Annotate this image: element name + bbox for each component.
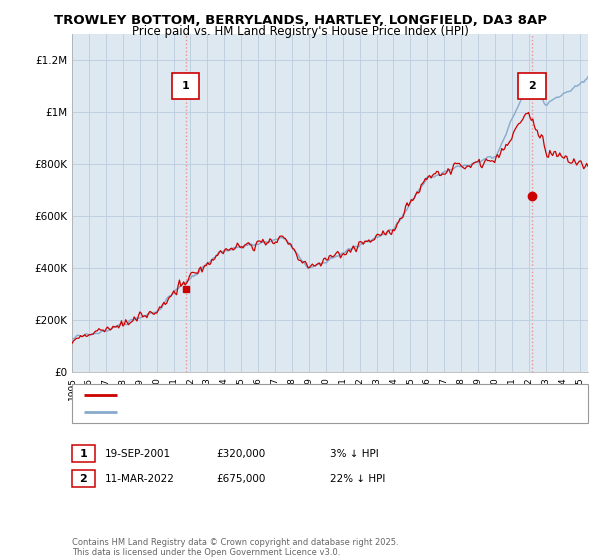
Text: 1: 1 (80, 449, 87, 459)
FancyBboxPatch shape (518, 73, 545, 99)
Text: 1: 1 (182, 81, 190, 91)
Text: 2: 2 (80, 474, 87, 484)
Text: 11-MAR-2022: 11-MAR-2022 (105, 474, 175, 484)
Text: 19-SEP-2001: 19-SEP-2001 (105, 449, 171, 459)
Text: 2: 2 (528, 81, 536, 91)
Text: Price paid vs. HM Land Registry's House Price Index (HPI): Price paid vs. HM Land Registry's House … (131, 25, 469, 38)
Text: 3% ↓ HPI: 3% ↓ HPI (330, 449, 379, 459)
Text: £675,000: £675,000 (216, 474, 265, 484)
Text: 22% ↓ HPI: 22% ↓ HPI (330, 474, 385, 484)
Text: Contains HM Land Registry data © Crown copyright and database right 2025.
This d: Contains HM Land Registry data © Crown c… (72, 538, 398, 557)
Text: £320,000: £320,000 (216, 449, 265, 459)
Text: TROWLEY BOTTOM, BERRYLANDS, HARTLEY, LONGFIELD, DA3 8AP: TROWLEY BOTTOM, BERRYLANDS, HARTLEY, LON… (53, 14, 547, 27)
FancyBboxPatch shape (172, 73, 199, 99)
Text: HPI: Average price, detached house, Sevenoaks: HPI: Average price, detached house, Seve… (123, 407, 356, 417)
Text: TROWLEY BOTTOM, BERRYLANDS, HARTLEY, LONGFIELD, DA3 8AP (detached house): TROWLEY BOTTOM, BERRYLANDS, HARTLEY, LON… (123, 390, 536, 400)
